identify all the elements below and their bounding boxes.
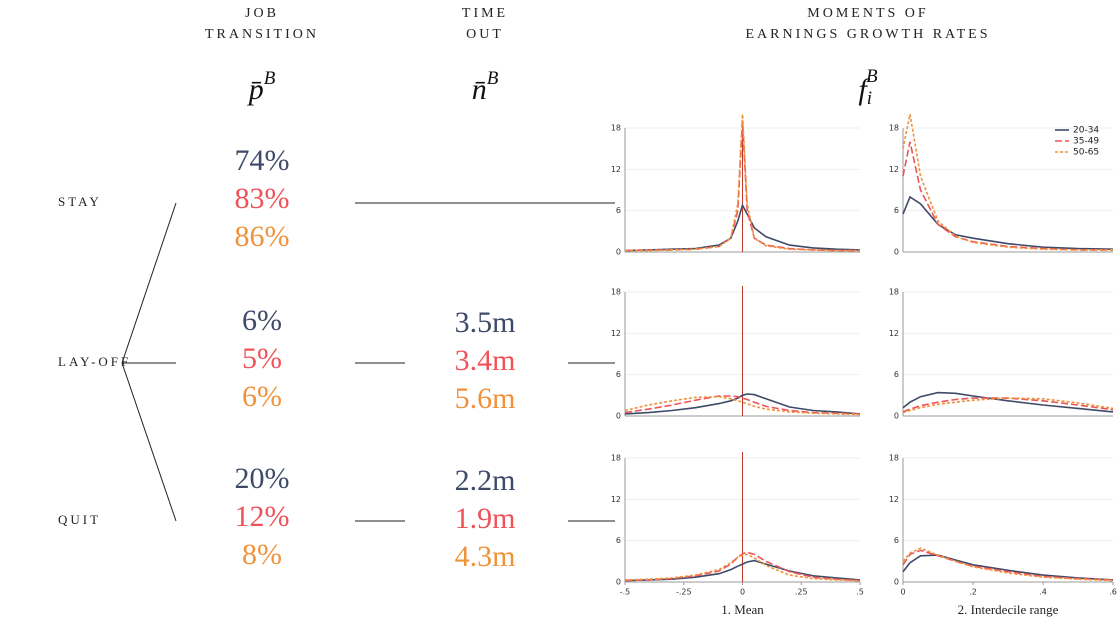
y-tick-label: 0 [894,412,899,421]
time-out: 3.5m [455,306,516,339]
row-label: LAY-OFF [58,354,131,369]
x-tick-label: .4 [1039,588,1047,597]
symbol: n̄ [472,73,487,106]
column-symbol: p̄B [247,68,276,106]
time-out: 2.2m [455,464,516,497]
x-tick-label: .25 [795,588,808,597]
density-line [625,114,860,252]
y-tick-label: 18 [611,454,621,463]
column-header: EARNINGS GROWTH RATES [746,27,991,42]
y-tick-label: 6 [894,536,899,545]
density-line [902,397,1114,413]
y-tick-label: 18 [889,288,899,297]
y-tick-label: 18 [611,124,621,133]
chart: 0 6 12 18 [611,286,861,421]
share: 20% [235,462,290,495]
x-tick-label: 0 [740,588,745,597]
column-header: JOB [245,6,279,21]
density-line [624,395,861,416]
y-tick-label: 12 [889,165,899,174]
superscript: B [264,68,276,89]
share: 6% [242,304,282,337]
row-label: STAY [58,194,102,209]
share: 86% [235,220,290,253]
superscript: B [866,66,878,87]
time-out: 3.4m [455,344,516,377]
legend-label: 50-65 [1073,148,1099,158]
share: 83% [235,182,290,215]
x-tick-label: .5 [856,588,864,597]
density-line [624,551,861,582]
density-line [624,559,861,582]
density-line [902,554,1114,581]
share: 74% [235,144,290,177]
y-tick-label: 0 [616,412,621,421]
y-tick-label: 18 [611,288,621,297]
y-tick-label: 12 [611,329,621,338]
density-line [624,395,861,415]
y-tick-label: 12 [611,495,621,504]
legend-label: 35-49 [1073,137,1099,147]
y-tick-label: 6 [894,370,899,379]
density-line [902,195,1114,250]
y-tick-label: 0 [616,248,621,257]
subscript: i [867,88,872,109]
density-line [624,553,861,582]
y-tick-label: 18 [889,124,899,133]
chart: 0 6 12 18 [611,114,861,257]
superscript: B [487,68,499,89]
branch [121,202,177,364]
x-tick-label: -.25 [676,588,692,597]
y-tick-label: 12 [889,329,899,338]
row-label: QUIT [58,512,101,527]
x-tick-label: .2 [969,588,977,597]
y-tick-label: 0 [894,578,899,587]
share: 12% [235,500,290,533]
y-tick-label: 12 [889,495,899,504]
x-axis-label: 2. Interdecile range [958,602,1059,617]
y-tick-label: 0 [894,248,899,257]
x-tick-label: -.5 [620,588,631,597]
density-line [902,391,1114,413]
column-symbol: fiB [858,66,878,109]
y-tick-label: 6 [616,370,621,379]
x-tick-label: .6 [1109,588,1117,597]
y-tick-label: 12 [611,165,621,174]
x-tick-label: 0 [900,588,905,597]
column-header: OUT [466,27,504,42]
chart: 0 6 12 18 -.5 -.25 0 .25 .5 1. Mean [611,452,864,617]
share: 5% [242,342,282,375]
density-line [902,114,1113,251]
column-header: TIME [462,6,508,21]
branch [121,362,177,522]
y-tick-label: 6 [616,206,621,215]
density-line [902,141,1113,251]
x-axis-label: 1. Mean [721,602,764,617]
chart: 0 6 12 18 0 .2 .4 .6 2. Interdecile range [889,454,1117,617]
share: 8% [242,538,282,571]
column-header: TRANSITION [205,27,319,42]
column-symbol: n̄B [472,68,499,106]
time-out: 1.9m [455,502,516,535]
chart: 0 6 12 18 [889,288,1114,421]
density-line [902,397,1114,414]
density-line [902,547,1114,582]
density-line [624,393,861,415]
time-out: 5.6m [455,382,516,415]
time-out: 4.3m [455,540,516,573]
share: 6% [242,380,282,413]
symbol: p̄ [247,73,264,106]
y-tick-label: 6 [894,206,899,215]
tree [121,202,615,522]
column-header: MOMENTS OF [807,6,928,21]
y-tick-label: 6 [616,536,621,545]
legend-label: 20-34 [1073,126,1099,136]
y-tick-label: 0 [616,578,621,587]
y-tick-label: 18 [889,454,899,463]
